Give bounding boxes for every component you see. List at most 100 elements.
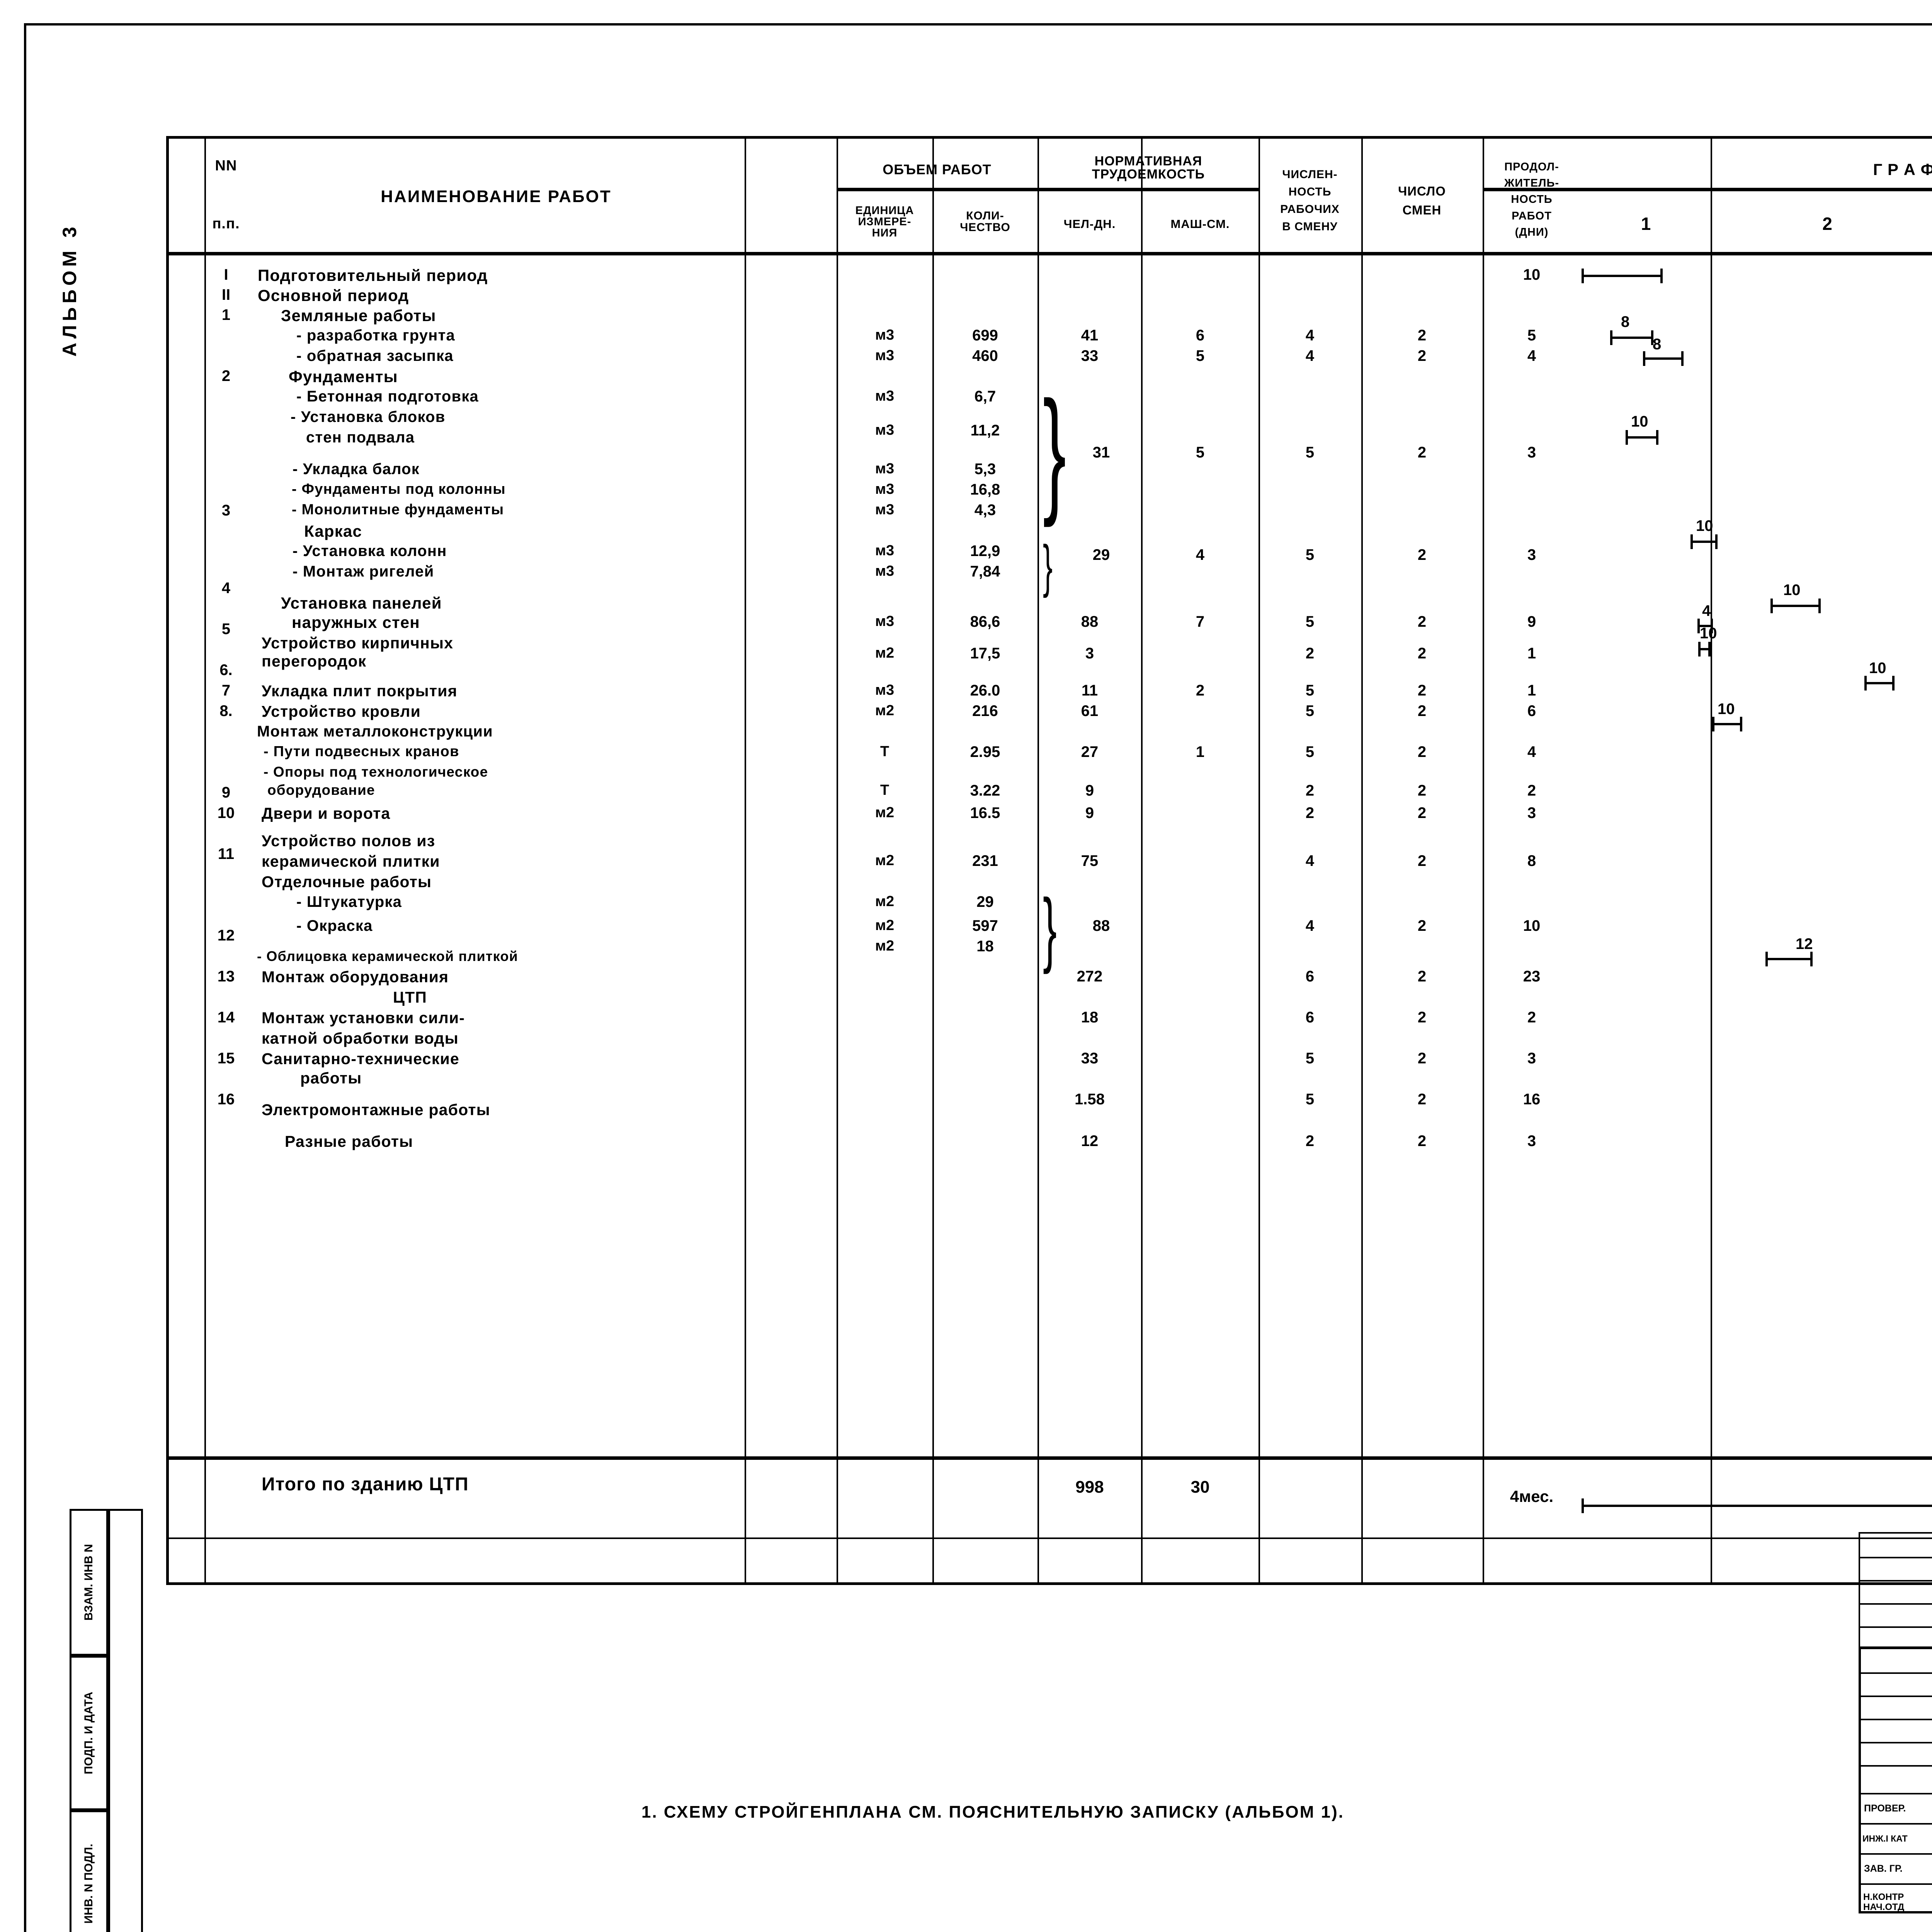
row-mandays: 12 bbox=[1081, 1133, 1099, 1150]
col-sep-mandays bbox=[1037, 139, 1039, 1582]
total-top-line bbox=[169, 1456, 1932, 1460]
row-unit: м3 bbox=[875, 502, 895, 518]
row-qty: 699 bbox=[972, 327, 998, 344]
row-duration: 3 bbox=[1527, 804, 1536, 821]
header-workers-l3: РАБОЧИХ bbox=[1280, 203, 1340, 216]
header-unit-l1: ЕДИНИЦА bbox=[855, 204, 914, 217]
total-mandays: 998 bbox=[1075, 1478, 1104, 1497]
row-mandays: 33 bbox=[1081, 1050, 1099, 1067]
header-duration-l5: (ДНИ) bbox=[1515, 226, 1549, 238]
row-shifts: 2 bbox=[1417, 682, 1427, 699]
header-labor-l2: ТРУДОЕМКОСТЬ bbox=[1092, 167, 1205, 182]
row-nn: 1 bbox=[221, 306, 231, 323]
stamp-sign-h4 bbox=[1861, 1742, 1932, 1743]
row-qty: 7,84 bbox=[970, 563, 1000, 580]
col-sep-machine bbox=[1141, 139, 1143, 1582]
row-workers: 4 bbox=[1305, 917, 1315, 934]
row-unit: м3 bbox=[875, 388, 895, 404]
row-duration: 10 bbox=[1523, 917, 1541, 934]
row-name: - Окраска bbox=[296, 917, 373, 934]
revgrid-h3 bbox=[1860, 1603, 1932, 1605]
row-name: Отделочные работы bbox=[262, 873, 432, 891]
row-shifts: 2 bbox=[1417, 782, 1427, 799]
gantt-total-bar bbox=[1582, 1498, 1932, 1513]
row-workers: 5 bbox=[1305, 702, 1315, 719]
row-name: - Установка колонн bbox=[293, 543, 447, 560]
brace-foundations: } bbox=[1043, 372, 1066, 528]
row-shifts: 2 bbox=[1417, 917, 1427, 934]
total-duration: 4мес. bbox=[1510, 1487, 1554, 1505]
row-qty: 216 bbox=[972, 702, 998, 719]
row-mandays: 9 bbox=[1085, 804, 1094, 821]
row-mandays: 33 bbox=[1081, 347, 1099, 364]
row-qty: 2.95 bbox=[970, 743, 1000, 760]
row-unit: м2 bbox=[875, 804, 895, 821]
header-workers: ЧИСЛЕН- НОСТЬ РАБОЧИХ В СМЕНУ bbox=[1259, 152, 1361, 249]
gantt-bar bbox=[1690, 534, 1718, 549]
row-mandays: 9 bbox=[1085, 782, 1094, 799]
row-name: стен подвала bbox=[306, 429, 415, 446]
row-nn: 6. bbox=[219, 662, 233, 679]
row-name: - разработка грунта bbox=[296, 327, 455, 344]
row-machine: 5 bbox=[1196, 347, 1205, 364]
row-qty: 6,7 bbox=[974, 388, 996, 405]
row-nn: 2 bbox=[221, 367, 231, 384]
stamp-sign-h1 bbox=[1861, 1672, 1932, 1674]
row-mandays: 11 bbox=[1081, 682, 1098, 699]
row-unit: м3 bbox=[875, 422, 895, 438]
row-shifts: 2 bbox=[1417, 444, 1427, 461]
row-shifts: 2 bbox=[1417, 743, 1427, 760]
row-unit: Т bbox=[880, 782, 889, 798]
row-workers: 2 bbox=[1305, 782, 1315, 799]
col-sep-duration bbox=[1483, 139, 1484, 1582]
header-duration-l4: РАБОТ bbox=[1512, 209, 1552, 222]
row-unit: м2 bbox=[875, 702, 895, 719]
gantt-bar-label: 10 bbox=[1696, 517, 1713, 534]
row-name: - Установка блоков bbox=[291, 408, 446, 425]
row-qty: 86,6 bbox=[970, 613, 1000, 630]
row-unit: м3 bbox=[875, 481, 895, 497]
total-label: Итого по зданию ЦТП bbox=[262, 1474, 469, 1495]
hdr-line-gantt-split bbox=[1483, 188, 1932, 191]
row-workers: 4 bbox=[1305, 852, 1315, 869]
row-name: Земляные работы bbox=[281, 306, 436, 325]
header-duration-l3: НОСТЬ bbox=[1511, 193, 1553, 206]
row-nn: 7 bbox=[221, 682, 231, 699]
row-shifts: 2 bbox=[1417, 702, 1427, 719]
gantt-bar-label: 4 bbox=[1702, 602, 1711, 619]
header-name: НАИМЕНОВАНИЕ РАБОТ bbox=[381, 187, 612, 206]
revision-grid bbox=[1859, 1532, 1932, 1648]
header-workers-l4: В СМЕНУ bbox=[1282, 220, 1338, 233]
margin-box-strip bbox=[108, 1509, 143, 1932]
row-name: - Бетонная подготовка bbox=[296, 388, 479, 405]
row-workers: 5 bbox=[1305, 444, 1315, 461]
gantt-bar-label: 10 bbox=[1718, 701, 1735, 718]
total-machine: 30 bbox=[1190, 1478, 1210, 1497]
header-unit-l2: ИЗМЕРЕ- bbox=[858, 215, 912, 228]
row-name: - обратная засыпка bbox=[296, 347, 454, 364]
row-machine: 6 bbox=[1196, 327, 1205, 344]
row-qty: 16,8 bbox=[970, 481, 1000, 498]
row-duration: 1 bbox=[1527, 645, 1536, 662]
hdr-line-labor-split bbox=[1037, 188, 1259, 191]
gantt-bar-label: 8 bbox=[1653, 336, 1662, 353]
row-qty: 3.22 bbox=[970, 782, 1000, 799]
header-nn: NN bbox=[215, 158, 237, 174]
row-duration: 2 bbox=[1527, 1009, 1536, 1026]
row-mandays: 272 bbox=[1077, 968, 1103, 985]
row-machine: 4 bbox=[1196, 546, 1205, 563]
header-unit-l3: НИЯ bbox=[872, 226, 898, 239]
header-month-1: 1 bbox=[1641, 214, 1651, 234]
row-unit: м3 bbox=[875, 347, 895, 364]
row-name: керамической плитки bbox=[262, 852, 440, 870]
revgrid-h2 bbox=[1860, 1580, 1932, 1582]
header-nn2: п.п. bbox=[212, 216, 240, 232]
row-name: - Монолитные фундаменты bbox=[292, 502, 504, 518]
row-nn: 12 bbox=[217, 927, 235, 944]
margin-box-podp-data: ПОДП. И ДАТА bbox=[70, 1656, 108, 1810]
stamp-sign-h2 bbox=[1861, 1696, 1932, 1697]
header-volume: ОБЪЕМ РАБОТ bbox=[883, 162, 992, 177]
margin-box-inv-podl: ИНВ. N ПОДЛ. bbox=[70, 1810, 108, 1932]
row-unit: м3 bbox=[875, 682, 895, 698]
gantt-bar bbox=[1643, 351, 1684, 366]
